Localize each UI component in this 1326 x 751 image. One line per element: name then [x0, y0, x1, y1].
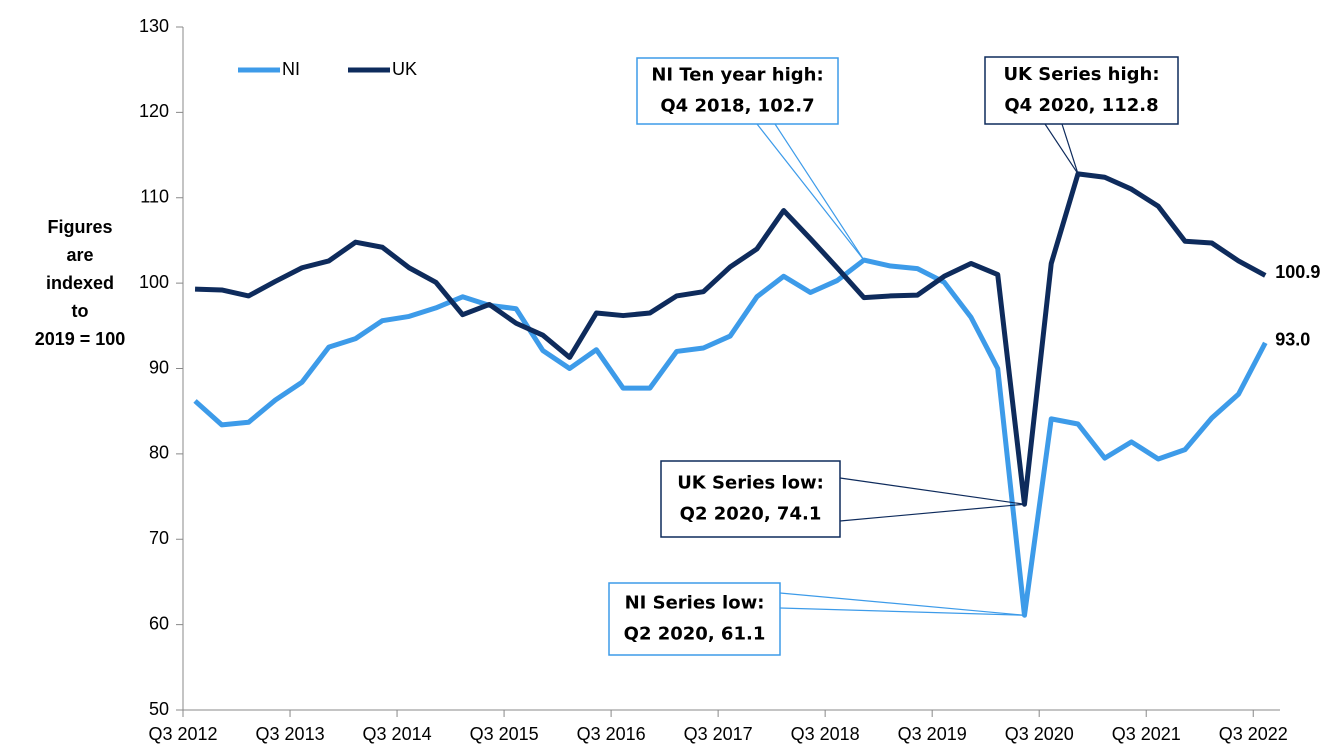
- x-tick-label: Q3 2020: [1005, 724, 1074, 744]
- x-tick-label: Q3 2019: [898, 724, 967, 744]
- value-label: 93.0: [1275, 330, 1310, 350]
- series-line: [194, 171, 1267, 507]
- series-line: [193, 257, 1268, 618]
- y-tick-label: 80: [149, 443, 169, 463]
- annotation-box: [608, 582, 781, 656]
- x-tick-label: Q3 2022: [1219, 724, 1288, 744]
- annotation-box: [984, 56, 1179, 125]
- x-tick-label: Q3 2015: [470, 724, 539, 744]
- annotation-text: UK Series high:: [1003, 64, 1159, 85]
- y-axis-label: to: [72, 301, 89, 321]
- y-tick-label: 60: [149, 613, 169, 633]
- legend-label: UK: [392, 59, 417, 79]
- annotation-text: UK Series low:: [677, 473, 824, 494]
- y-tick-label: 120: [139, 101, 169, 121]
- x-tick-label: Q3 2018: [791, 724, 860, 744]
- y-tick-label: 130: [139, 16, 169, 36]
- annotation-text: Q2 2020, 74.1: [680, 504, 822, 525]
- annotation-text: Q4 2020, 112.8: [1004, 95, 1158, 116]
- y-axis-label: are: [66, 245, 93, 265]
- leader-line: [756, 123, 865, 261]
- annotation-text: Q4 2018, 102.7: [660, 96, 814, 117]
- annotation-text: NI Ten year high:: [651, 65, 823, 86]
- x-tick-label: Q3 2021: [1112, 724, 1181, 744]
- annotation-text: Q2 2020, 61.1: [624, 624, 766, 645]
- y-tick-label: 100: [139, 272, 169, 292]
- x-tick-label: Q3 2016: [577, 724, 646, 744]
- y-axis-label: 2019 = 100: [35, 329, 126, 349]
- leader-line: [1044, 123, 1079, 175]
- x-tick-label: Q3 2014: [363, 724, 432, 744]
- y-tick-label: 70: [149, 528, 169, 548]
- y-tick-label: 90: [149, 357, 169, 377]
- x-tick-label: Q3 2013: [256, 724, 325, 744]
- x-tick-label: Q3 2012: [149, 724, 218, 744]
- x-tick-label: Q3 2017: [684, 724, 753, 744]
- annotation-box: [636, 57, 839, 125]
- leader-line: [774, 123, 865, 261]
- y-axis-label: indexed: [46, 273, 114, 293]
- legend-label: NI: [282, 59, 300, 79]
- y-tick-label: 110: [140, 187, 169, 207]
- leader-line: [779, 592, 1025, 616]
- leader-line: [839, 503, 1025, 522]
- annotation-box: [660, 460, 841, 538]
- annotation-text: NI Series low:: [625, 593, 765, 614]
- leader-line: [839, 477, 1025, 505]
- value-label: 100.9: [1275, 262, 1320, 282]
- leader-line: [779, 607, 1025, 616]
- y-axis-label: Figures: [47, 217, 112, 237]
- y-tick-label: 50: [149, 699, 169, 719]
- leader-line: [1061, 123, 1079, 175]
